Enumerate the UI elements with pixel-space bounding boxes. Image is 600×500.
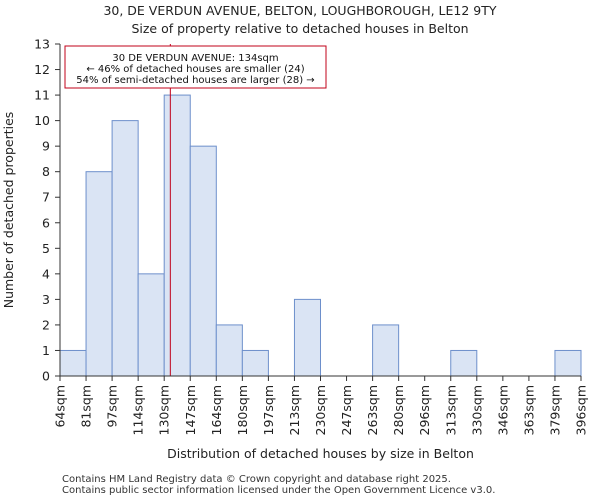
y-tick-label: 11 xyxy=(34,88,50,103)
x-tick-label: 213sqm xyxy=(287,385,302,435)
y-tick-label: 6 xyxy=(42,215,50,230)
y-axis-label: Number of detached properties xyxy=(1,112,16,309)
y-tick-label: 2 xyxy=(42,317,50,332)
bar-379sqm xyxy=(554,349,582,377)
x-tick-label: 147sqm xyxy=(183,385,198,435)
y-tick-label: 3 xyxy=(42,292,50,307)
y-tick-label: 0 xyxy=(42,369,50,384)
bar-313sqm xyxy=(450,349,478,377)
x-tick-label: 346sqm xyxy=(495,385,510,435)
y-tick-label: 9 xyxy=(42,139,50,154)
footer-licence: Contains public sector information licen… xyxy=(62,485,496,496)
bar-81sqm xyxy=(85,171,113,377)
annotation-line-3: 54% of semi-detached houses are larger (… xyxy=(76,75,314,86)
x-tick-label: 81sqm xyxy=(79,385,94,428)
y-tick-label: 10 xyxy=(34,113,50,128)
x-tick-label: 263sqm xyxy=(365,385,380,435)
x-tick-label: 230sqm xyxy=(313,385,328,435)
bars-group xyxy=(59,94,582,377)
x-tick-label: 280sqm xyxy=(391,385,406,435)
bar-64sqm xyxy=(59,349,87,377)
y-tick-label: 4 xyxy=(42,266,50,281)
x-tick-label: 379sqm xyxy=(547,385,562,435)
x-tick-label: 396sqm xyxy=(574,385,589,435)
x-axis-label: Distribution of detached houses by size … xyxy=(167,446,474,461)
annotation-box: 30 DE VERDUN AVENUE: 134sqm ← 46% of det… xyxy=(64,45,327,89)
y-tick-label: 1 xyxy=(42,343,50,358)
y-tick-label: 12 xyxy=(34,62,50,77)
y-tick-label: 5 xyxy=(42,241,50,256)
bar-147sqm xyxy=(189,145,217,377)
bar-180sqm xyxy=(241,349,269,377)
x-ticks-group: 64sqm 81sqm 97sqm 114sqm 130sqm 147sqm 164sqm 1… xyxy=(53,376,589,435)
annotation-line-1: 30 DE VERDUN AVENUE: 134sqm xyxy=(112,53,278,64)
footer-copyright: Contains HM Land Registry data © Crown c… xyxy=(62,474,451,485)
x-tick-label: 130sqm xyxy=(157,385,172,435)
x-tick-label: 330sqm xyxy=(469,385,484,435)
chart-title-subtitle: Size of property relative to detached ho… xyxy=(131,21,469,36)
x-tick-label: 114sqm xyxy=(131,385,146,435)
x-tick-label: 247sqm xyxy=(339,385,354,435)
x-tick-label: 97sqm xyxy=(105,385,120,428)
y-tick-label: 7 xyxy=(42,190,50,205)
chart-title-address: 30, DE VERDUN AVENUE, BELTON, LOUGHBOROU… xyxy=(103,3,497,18)
x-tick-label: 296sqm xyxy=(417,385,432,435)
bar-213sqm xyxy=(293,298,322,377)
x-tick-label: 313sqm xyxy=(443,385,458,435)
x-tick-label: 164sqm xyxy=(209,385,224,435)
x-tick-label: 363sqm xyxy=(521,385,536,435)
y-tick-label: 8 xyxy=(42,164,50,179)
bar-114sqm xyxy=(137,273,165,377)
bar-97sqm xyxy=(111,120,139,377)
bar-263sqm xyxy=(372,324,400,377)
x-tick-label: 64sqm xyxy=(53,385,68,428)
x-tick-label: 197sqm xyxy=(261,385,276,435)
bar-130sqm xyxy=(163,94,191,377)
bar-164sqm xyxy=(215,324,243,377)
x-tick-label: 180sqm xyxy=(235,385,250,435)
annotation-line-2: ← 46% of detached houses are smaller (24… xyxy=(86,64,304,75)
y-tick-label: 13 xyxy=(34,37,50,52)
